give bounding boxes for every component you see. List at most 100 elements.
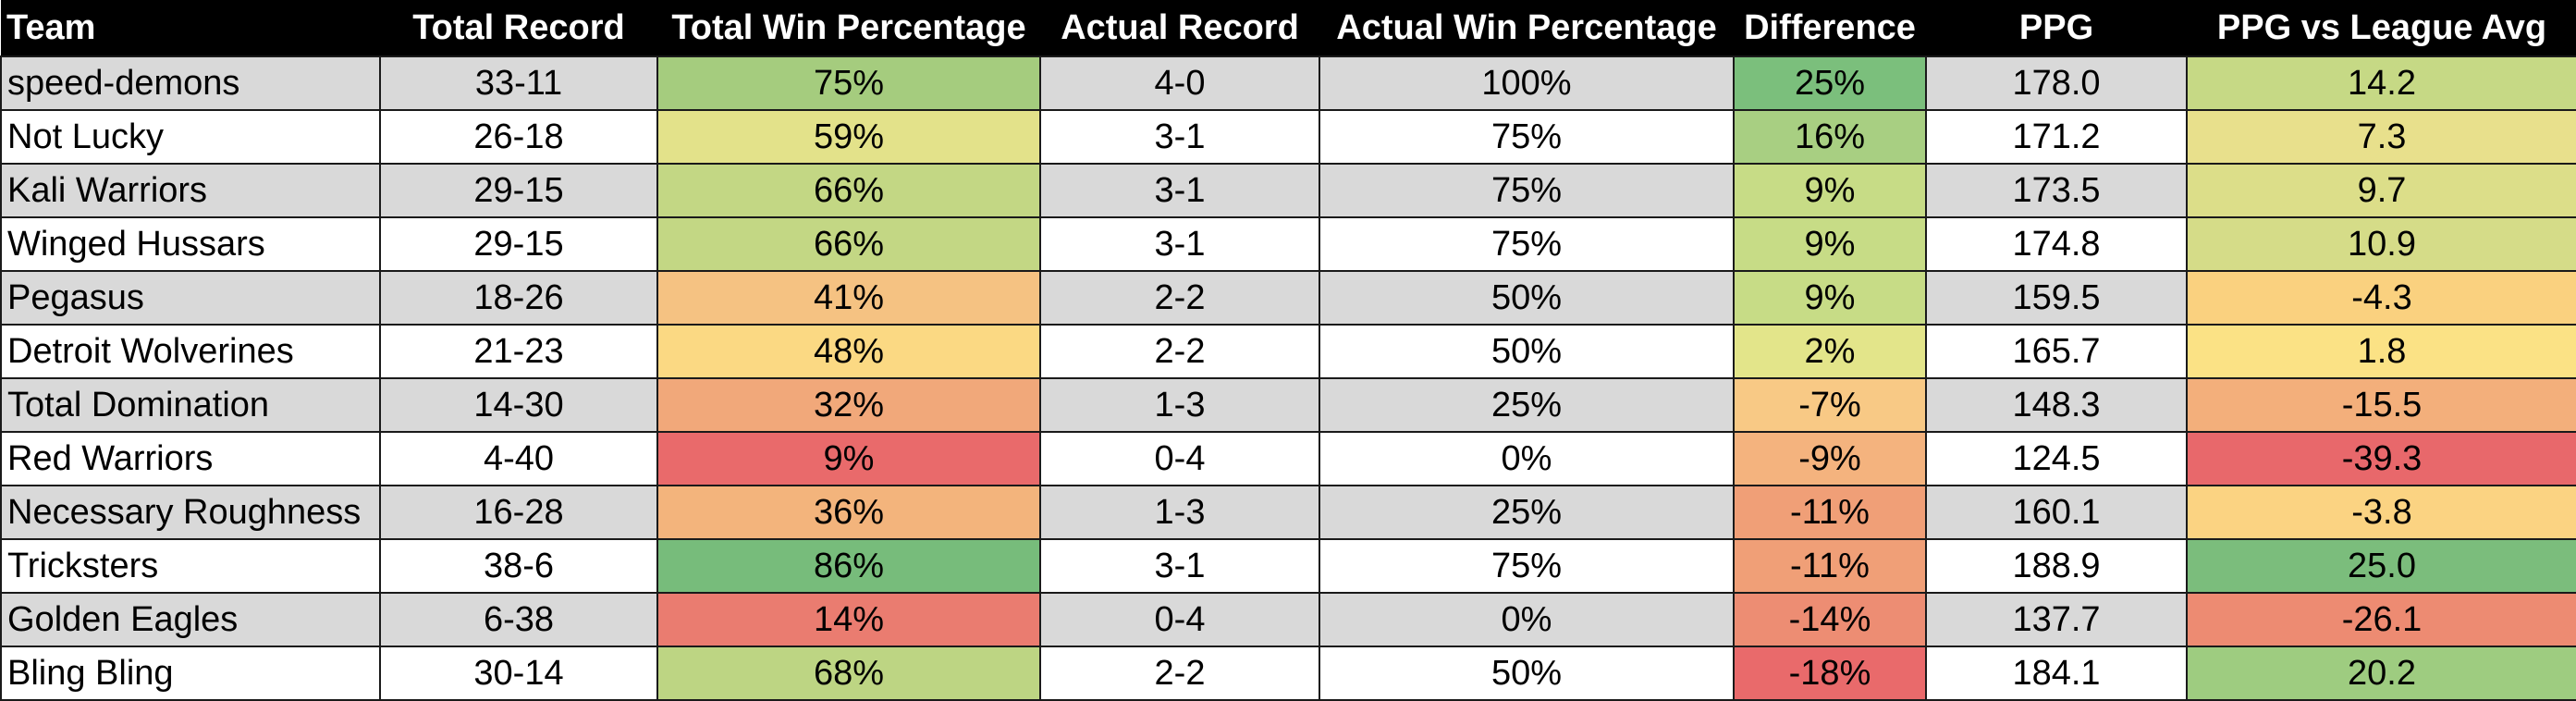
ppg-vs-league-avg-cell: 25.0 [2186, 538, 2576, 594]
difference-cell: -7% [1733, 377, 1927, 433]
ppg-cell: 124.5 [1925, 431, 2188, 486]
ppg-cell: 165.7 [1925, 324, 2188, 379]
team-cell: Total Domination [0, 377, 381, 433]
difference-cell: 25% [1733, 55, 1927, 111]
table-row: Bling Bling 30-14 68% 2-2 50% -18% 184.1 20.2 [0, 646, 2576, 701]
difference-cell: 2% [1733, 324, 1927, 379]
ppg-cell: 137.7 [1925, 592, 2188, 647]
actual-record-cell: 2-2 [1039, 324, 1320, 379]
header-ppg-vs-league-avg: PPG vs League Avg [2216, 8, 2547, 47]
ppg-vs-league-avg-cell: -26.1 [2186, 592, 2576, 647]
header-ppg: PPG [2018, 8, 2094, 47]
header-actual-win-percentage: Actual Win Percentage [1336, 8, 1717, 47]
ppg-cell: 188.9 [1925, 538, 2188, 594]
actual-win-percentage-cell: 50% [1319, 324, 1735, 379]
actual-record-cell: 0-4 [1039, 431, 1320, 486]
table-row: Red Warriors 4-40 9% 0-4 0% -9% 124.5 -39.3 [0, 431, 2576, 486]
ppg-vs-league-avg-cell: 14.2 [2186, 55, 2576, 111]
actual-win-percentage-cell: 0% [1319, 592, 1735, 647]
table-row: Not Lucky 26-18 59% 3-1 75% 16% 171.2 7.3 [0, 109, 2576, 165]
total-record-cell: 16-28 [379, 485, 658, 540]
header-difference: Difference [1744, 8, 1916, 47]
ppg-cell: 148.3 [1925, 377, 2188, 433]
team-cell: Winged Hussars [0, 216, 381, 272]
total-win-percentage-cell: 66% [656, 216, 1041, 272]
header-total-record: Total Record [412, 8, 625, 47]
actual-record-cell: 3-1 [1039, 538, 1320, 594]
team-cell: Not Lucky [0, 109, 381, 165]
difference-cell: 9% [1733, 163, 1927, 218]
table-row: Total Domination 14-30 32% 1-3 25% -7% 148.3 -1… [0, 377, 2576, 433]
actual-win-percentage-cell: 100% [1319, 55, 1735, 111]
ppg-cell: 173.5 [1925, 163, 2188, 218]
actual-win-percentage-cell: 50% [1319, 270, 1735, 326]
total-win-percentage-cell: 14% [656, 592, 1041, 647]
total-win-percentage-cell: 32% [656, 377, 1041, 433]
table-row: Kali Warriors 29-15 66% 3-1 75% 9% 173.5 9.7 [0, 163, 2576, 218]
actual-win-percentage-cell: 75% [1319, 109, 1735, 165]
table-body: speed-demons 33-11 75% 4-0 100% 25% 178.0 14.2 N… [0, 55, 2576, 701]
team-cell: Necessary Roughness [0, 485, 381, 540]
actual-record-cell: 2-2 [1039, 270, 1320, 326]
total-record-cell: 4-40 [379, 431, 658, 486]
difference-cell: 9% [1733, 270, 1927, 326]
team-cell: Detroit Wolverines [0, 324, 381, 379]
actual-record-cell: 3-1 [1039, 216, 1320, 272]
header-team: Team [6, 8, 96, 47]
actual-win-percentage-cell: 75% [1319, 216, 1735, 272]
total-record-cell: 29-15 [379, 216, 658, 272]
total-record-cell: 14-30 [379, 377, 658, 433]
table-row: Necessary Roughness 16-28 36% 1-3 25% -11% 160… [0, 485, 2576, 540]
actual-win-percentage-cell: 25% [1319, 485, 1735, 540]
ppg-cell: 159.5 [1925, 270, 2188, 326]
ppg-vs-league-avg-cell: -15.5 [2186, 377, 2576, 433]
ppg-vs-league-avg-cell: -4.3 [2186, 270, 2576, 326]
table-row: Winged Hussars 29-15 66% 3-1 75% 9% 174.8 10.9 [0, 216, 2576, 272]
ppg-cell: 178.0 [1925, 55, 2188, 111]
actual-win-percentage-cell: 25% [1319, 377, 1735, 433]
team-cell: Kali Warriors [0, 163, 381, 218]
total-win-percentage-cell: 66% [656, 163, 1041, 218]
total-record-cell: 6-38 [379, 592, 658, 647]
total-win-percentage-cell: 86% [656, 538, 1041, 594]
actual-record-cell: 1-3 [1039, 485, 1320, 540]
ppg-vs-league-avg-cell: 20.2 [2186, 646, 2576, 701]
team-cell: Red Warriors [0, 431, 381, 486]
team-cell: Pegasus [0, 270, 381, 326]
actual-win-percentage-cell: 75% [1319, 163, 1735, 218]
difference-cell: 16% [1733, 109, 1927, 165]
ppg-cell: 171.2 [1925, 109, 2188, 165]
actual-win-percentage-cell: 75% [1319, 538, 1735, 594]
actual-record-cell: 2-2 [1039, 646, 1320, 701]
total-record-cell: 38-6 [379, 538, 658, 594]
team-cell: speed-demons [0, 55, 381, 111]
total-record-cell: 30-14 [379, 646, 658, 701]
header-total-win-percentage: Total Win Percentage [671, 8, 1026, 47]
actual-record-cell: 0-4 [1039, 592, 1320, 647]
total-win-percentage-cell: 9% [656, 431, 1041, 486]
ppg-vs-league-avg-cell: -39.3 [2186, 431, 2576, 486]
actual-record-cell: 3-1 [1039, 109, 1320, 165]
difference-cell: -18% [1733, 646, 1927, 701]
total-record-cell: 21-23 [379, 324, 658, 379]
ppg-cell: 160.1 [1925, 485, 2188, 540]
ppg-vs-league-avg-cell: 1.8 [2186, 324, 2576, 379]
ppg-cell: 174.8 [1925, 216, 2188, 272]
difference-cell: -11% [1733, 538, 1927, 594]
total-win-percentage-cell: 75% [656, 55, 1041, 111]
total-win-percentage-cell: 41% [656, 270, 1041, 326]
total-record-cell: 18-26 [379, 270, 658, 326]
total-win-percentage-cell: 48% [656, 324, 1041, 379]
ppg-cell: 184.1 [1925, 646, 2188, 701]
difference-cell: -9% [1733, 431, 1927, 486]
ppg-vs-league-avg-cell: 10.9 [2186, 216, 2576, 272]
actual-win-percentage-cell: 50% [1319, 646, 1735, 701]
total-win-percentage-cell: 59% [656, 109, 1041, 165]
actual-win-percentage-cell: 0% [1319, 431, 1735, 486]
table-row: Pegasus 18-26 41% 2-2 50% 9% 159.5 -4.3 [0, 270, 2576, 326]
ppg-vs-league-avg-cell: 7.3 [2186, 109, 2576, 165]
actual-record-cell: 1-3 [1039, 377, 1320, 433]
total-win-percentage-cell: 68% [656, 646, 1041, 701]
table-row: Golden Eagles 6-38 14% 0-4 0% -14% 137.7 -26.1 [0, 592, 2576, 647]
